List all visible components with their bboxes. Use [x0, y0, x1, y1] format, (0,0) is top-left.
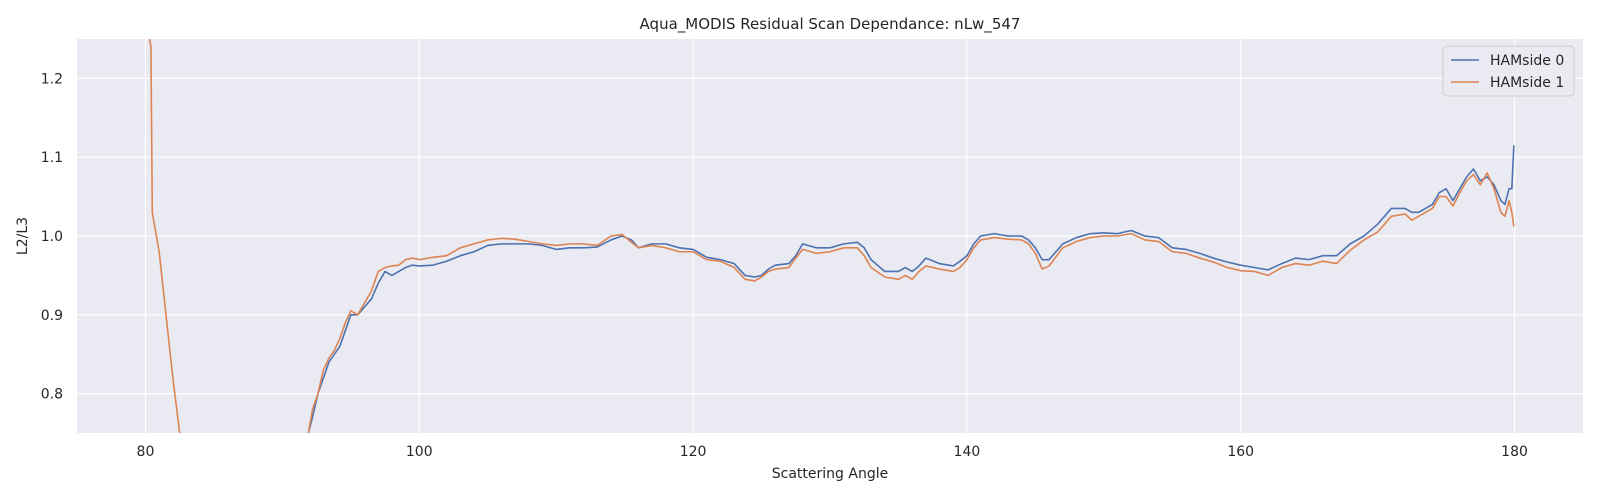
series-layer: [148, 39, 1515, 433]
x-tick-label: 180: [1501, 444, 1528, 460]
series-line-hamside-0: [307, 145, 1515, 433]
y-tick-label: 1.0: [41, 229, 63, 245]
x-tick-label: 160: [1227, 444, 1254, 460]
y-tick-label: 0.9: [41, 308, 63, 324]
legend-box: [1442, 45, 1575, 97]
y-tick-label: 1.1: [41, 150, 63, 166]
legend-label-hamside-0: HAMside 0: [1490, 53, 1564, 69]
y-tick-label: 0.8: [41, 387, 63, 403]
legend-label-hamside-1: HAMside 1: [1490, 75, 1564, 91]
series-line-hamside-1: [148, 39, 181, 433]
y-tick-label: 1.2: [41, 71, 63, 87]
x-axis-label: Scattering Angle: [772, 466, 888, 482]
chart-title: Aqua_MODIS Residual Scan Dependance: nLw…: [640, 15, 1021, 34]
x-tick-label: 140: [954, 444, 981, 460]
x-tick-label: 100: [406, 444, 433, 460]
legend: HAMside 0 HAMside 1: [1442, 45, 1575, 97]
series-line-hamside-1: [307, 172, 1515, 433]
y-axis-label: L2/L3: [15, 217, 31, 255]
x-tick-label: 120: [680, 444, 707, 460]
tick-labels: 80 100 120 140 160 180 0.8 0.9 1.0 1.1 1.2: [41, 71, 1528, 460]
gridlines: [77, 39, 1583, 433]
x-tick-label: 80: [137, 444, 155, 460]
